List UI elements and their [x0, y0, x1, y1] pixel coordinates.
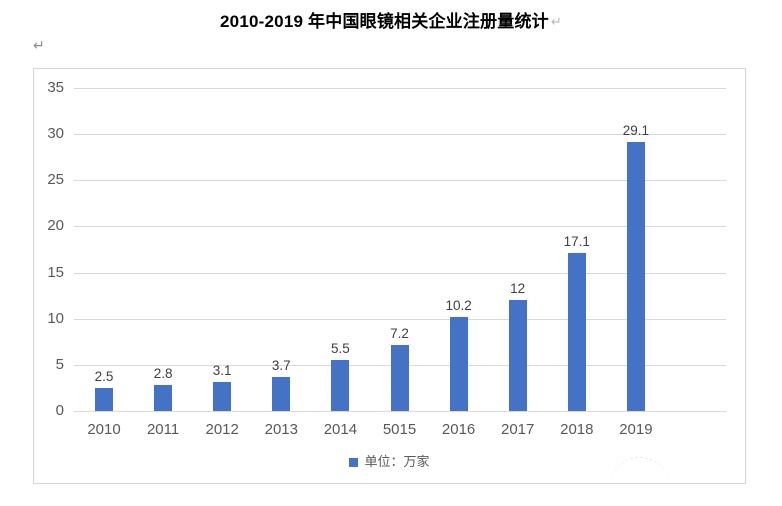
gridline — [74, 272, 726, 274]
bar[interactable] — [331, 360, 350, 411]
bar[interactable] — [154, 385, 173, 411]
gridline — [74, 88, 726, 89]
data-label: 7.2 — [390, 325, 409, 341]
y-axis-tick-label: 25 — [47, 171, 64, 189]
x-axis-tick-label: 2013 — [264, 421, 298, 438]
data-label: 3.7 — [271, 357, 291, 373]
x-axis-tick-label: 2012 — [205, 421, 239, 438]
plot-area: 0 5 10 15 20 25 30 35 2.5 2010 2.8 2011 3.1 2012 3.7 20… — [34, 69, 745, 483]
x-axis-tick-label: 2010 — [87, 421, 121, 438]
chart-title-text: 2010-2019 年中国眼镜相关企业注册量统计 — [220, 12, 549, 31]
x-axis-tick-label: 2011 — [146, 421, 180, 438]
chart-legend: 单位：万家 — [34, 453, 745, 471]
data-label: 2.5 — [94, 368, 114, 384]
y-axis-tick-label: 5 — [55, 355, 64, 373]
bar[interactable] — [272, 376, 291, 411]
y-axis-tick-label: 10 — [47, 309, 64, 327]
bar-chart[interactable]: 0 5 10 15 20 25 30 35 2.5 2010 2.8 2011 3.1 2012 3.7 20… — [33, 68, 746, 484]
data-label: 17.1 — [563, 234, 590, 250]
paragraph-mark-icon: ↵ — [550, 14, 562, 29]
x-axis-tick-label: 2014 — [323, 421, 358, 438]
x-axis-tick-label: 2019 — [619, 421, 653, 438]
x-axis-tick-label: 2017 — [501, 421, 535, 438]
bar[interactable] — [449, 316, 468, 411]
legend-label: 单位：万家 — [364, 454, 430, 469]
bar[interactable] — [626, 142, 645, 411]
y-axis-tick-label: 0 — [55, 402, 64, 419]
data-label: 10.2 — [445, 297, 472, 313]
bar[interactable] — [213, 382, 232, 411]
x-axis-tick-label: 5015 — [382, 421, 417, 438]
paragraph-mark-icon: ↵ — [33, 37, 45, 53]
legend-swatch — [349, 457, 359, 467]
y-axis-tick-label: 15 — [47, 263, 64, 281]
chart-title: 2010-2019 年中国眼镜相关企业注册量统计 ↵ — [0, 9, 782, 35]
gridline — [74, 180, 726, 182]
y-axis-tick-label: 30 — [47, 125, 64, 143]
data-label: 2.8 — [153, 366, 173, 382]
x-axis-tick-label: 2016 — [441, 421, 476, 438]
data-label: 5.5 — [331, 341, 350, 357]
gridline — [74, 226, 726, 228]
gridline — [74, 411, 726, 412]
y-axis-tick-label: 20 — [47, 217, 64, 235]
data-label: 3.1 — [212, 363, 232, 379]
data-label: 12 — [510, 281, 526, 297]
y-axis-tick-label: 35 — [47, 79, 64, 96]
watermark-arc — [609, 457, 671, 488]
data-label: 29.1 — [622, 123, 650, 139]
bar[interactable] — [95, 387, 113, 411]
bar[interactable] — [567, 253, 586, 411]
bar[interactable] — [508, 300, 527, 411]
gridline — [74, 318, 726, 320]
x-axis-tick-label: 2018 — [560, 421, 594, 438]
bar[interactable] — [390, 344, 409, 411]
gridline — [74, 134, 726, 136]
